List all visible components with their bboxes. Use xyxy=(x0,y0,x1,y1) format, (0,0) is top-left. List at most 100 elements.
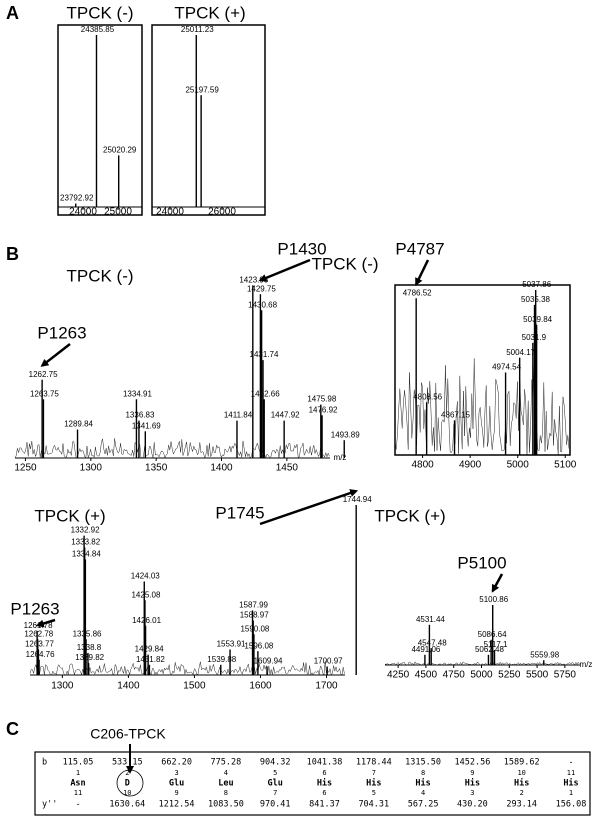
row-label: b xyxy=(42,758,47,768)
peak-label: 4491.06 xyxy=(411,645,440,654)
residue: His xyxy=(563,778,578,789)
x-axis-label: m/z xyxy=(580,660,593,669)
peak-label: 1588.97 xyxy=(240,611,269,620)
x-tick-label: 5100 xyxy=(554,460,577,471)
peak-label: 1426.01 xyxy=(132,616,161,625)
peak-label: 1429.75 xyxy=(247,284,276,293)
peak-label: 1341.69 xyxy=(132,421,161,430)
peak-label: 1262.78 xyxy=(24,629,53,638)
peak-label: 1332.92 xyxy=(71,526,100,535)
y-ion: 430.20 xyxy=(457,800,488,810)
y-ion: 1083.50 xyxy=(208,800,244,810)
peak-label: 1431.82 xyxy=(136,655,165,664)
x-tick-label: 5000 xyxy=(470,670,493,681)
peak-label: 1339.82 xyxy=(75,653,104,662)
annotation-arrow xyxy=(415,259,430,287)
peak-label: 5004.17 xyxy=(506,348,535,357)
peak-label: 5100.86 xyxy=(479,595,508,604)
x-tick-label: 4900 xyxy=(459,460,482,471)
reverse-position: 5 xyxy=(372,789,376,797)
residue: His xyxy=(514,778,529,789)
position: 2 xyxy=(125,769,129,777)
peak-label: 5037.86 xyxy=(522,280,551,289)
peak-label: 1289.84 xyxy=(64,420,93,429)
x-tick-label: 4500 xyxy=(415,670,438,681)
peak-label: 1262.75 xyxy=(29,370,58,379)
x-tick-label: 1400 xyxy=(210,463,233,474)
noise xyxy=(14,438,330,459)
b-ion: 904.32 xyxy=(260,758,291,768)
y-ion: 567.25 xyxy=(408,800,439,810)
b-ion: - xyxy=(568,758,573,768)
panel-label: C xyxy=(6,719,19,739)
peak-label: 23792.92 xyxy=(60,194,94,203)
position: 8 xyxy=(421,769,425,777)
position: 6 xyxy=(322,769,326,777)
x-tick-label: 26000 xyxy=(208,207,236,218)
b-ion: 662.20 xyxy=(161,758,192,768)
x-tick-label: 24000 xyxy=(69,207,97,218)
position: 4 xyxy=(224,769,228,777)
reverse-position: 9 xyxy=(174,789,178,797)
x-tick-label: 4750 xyxy=(443,670,466,681)
x-tick-label: 1700 xyxy=(315,681,338,692)
b-ion: 1178.44 xyxy=(356,758,392,768)
x-tick-label: 1450 xyxy=(276,463,299,474)
annotation: P1263 xyxy=(37,323,86,342)
b-ion: 1452.56 xyxy=(454,758,490,768)
peak-label: 1335.86 xyxy=(73,629,102,638)
table-frame xyxy=(34,751,591,816)
peak-label: 4974.54 xyxy=(492,363,521,372)
annotation-arrow xyxy=(491,573,504,593)
peak-label: 4808.56 xyxy=(413,392,442,401)
reverse-position: 10 xyxy=(123,789,131,797)
annotation: P1745 xyxy=(215,503,264,522)
y-ion: 841.37 xyxy=(309,800,340,810)
peak-label: 5117.1 xyxy=(484,640,508,649)
y-ion: 156.08 xyxy=(556,800,587,810)
x-tick-label: 1600 xyxy=(249,681,272,692)
peak-label: 5559.98 xyxy=(530,650,559,659)
b-ion: 1589.62 xyxy=(504,758,540,768)
peak-label: 5062.48 xyxy=(475,645,504,654)
peak-label: 1744.94 xyxy=(343,495,372,504)
peak-label: 25197.59 xyxy=(185,85,219,94)
b-ion: 1041.38 xyxy=(307,758,343,768)
peak-label: 1425.08 xyxy=(131,590,160,599)
peak-label: 1587.99 xyxy=(239,601,268,610)
peak-label: 1263.77 xyxy=(25,640,54,649)
x-tick-label: 4800 xyxy=(411,460,434,471)
residue: Asn xyxy=(70,779,85,789)
panel-label: A xyxy=(6,3,19,23)
y-ion: 704.31 xyxy=(358,800,389,810)
position: 11 xyxy=(567,769,575,777)
panel-title: TPCK (+) xyxy=(374,506,445,525)
peak-label: 1700.97 xyxy=(314,657,343,666)
peak-label: 1609.94 xyxy=(254,657,283,666)
annotation: P1430 xyxy=(277,239,326,258)
x-tick-label: 1350 xyxy=(145,463,168,474)
b-ion: 1315.50 xyxy=(405,758,441,768)
panel-label: B xyxy=(6,244,19,264)
plot-frame xyxy=(151,24,266,216)
annotation-arrow xyxy=(259,489,359,526)
residue: His xyxy=(465,778,480,789)
b-ion: 533.15 xyxy=(112,758,143,768)
annotation-arrow xyxy=(258,258,311,282)
x-tick-label: 1250 xyxy=(14,463,37,474)
residue: His xyxy=(366,778,381,789)
peak-label: 1432.66 xyxy=(251,389,280,398)
peak-label: 1553.91 xyxy=(217,640,246,649)
annotation-arrow xyxy=(35,618,56,628)
residue: His xyxy=(317,778,332,789)
peak-label: 1493.89 xyxy=(331,430,360,439)
table-annotation: C206-TPCK xyxy=(90,726,166,742)
residue: Glu xyxy=(169,779,184,789)
position: 3 xyxy=(174,769,178,777)
row-label: y'' xyxy=(42,800,57,810)
plot-frame xyxy=(57,24,143,216)
x-tick-label: 1300 xyxy=(80,463,103,474)
x-tick-label: 5750 xyxy=(554,670,577,681)
residue: Leu xyxy=(218,779,233,789)
